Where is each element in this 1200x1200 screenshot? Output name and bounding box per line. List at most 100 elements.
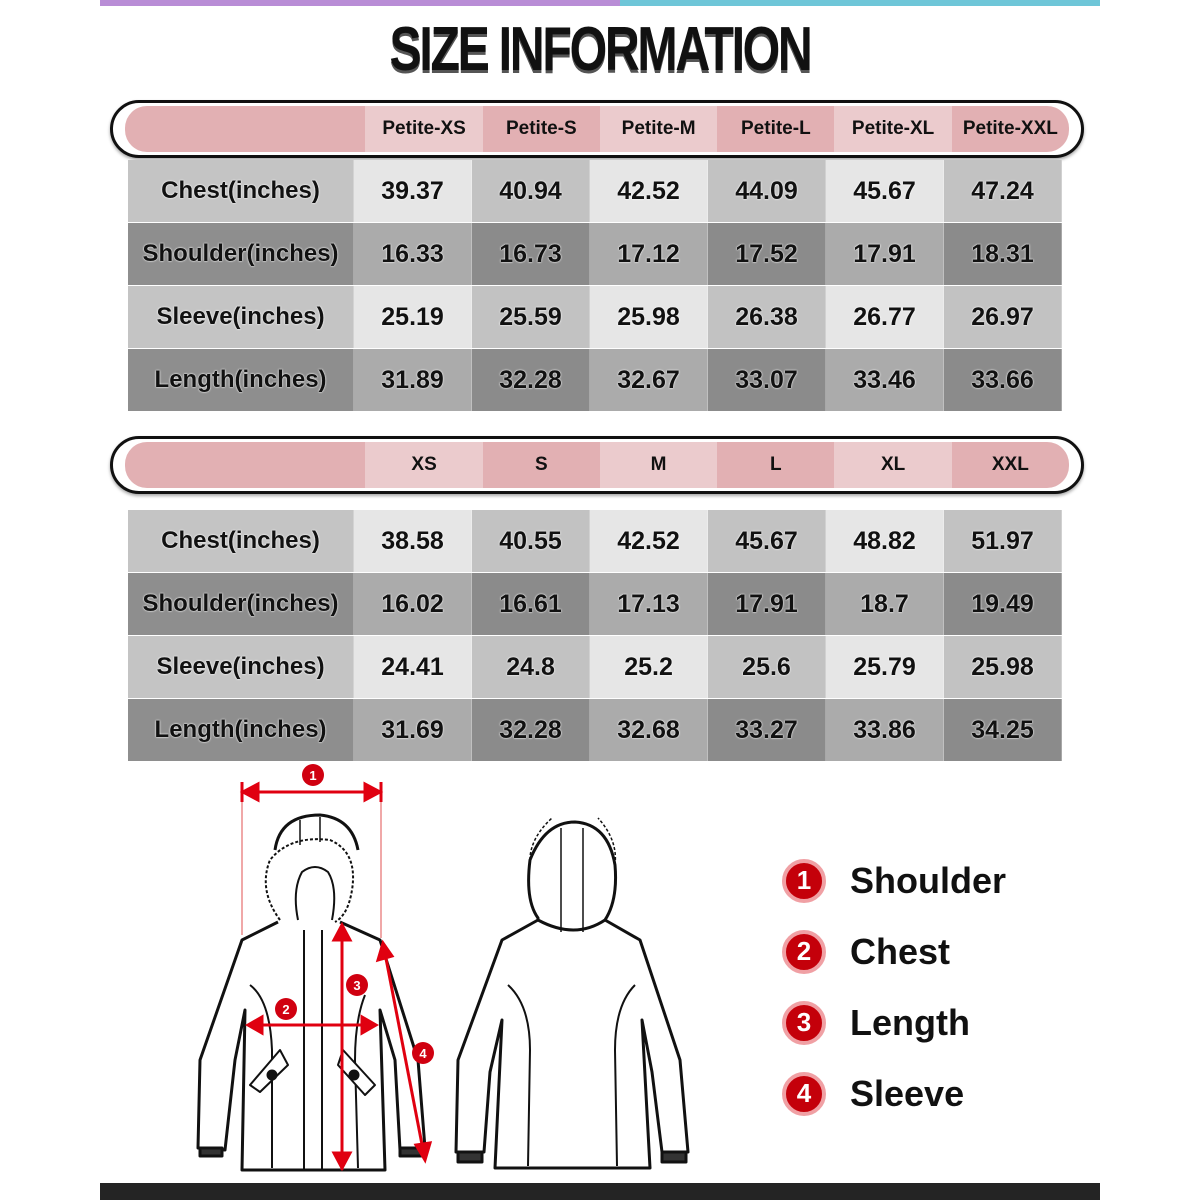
table-header-row: XS S M L XL XXL — [110, 436, 1084, 494]
svg-text:2: 2 — [282, 1002, 289, 1017]
cell-value: 25.79 — [826, 636, 944, 698]
cell-value: 25.2 — [590, 636, 709, 698]
cell-value: 33.07 — [708, 349, 826, 411]
cell-value: 25.6 — [708, 636, 826, 698]
page-title: SIZE INFORMATION — [389, 15, 812, 84]
cell-value: 33.86 — [826, 699, 944, 761]
header-size: Petite-S — [482, 106, 600, 152]
table-row: Length(inches) 31.69 32.28 32.68 33.27 3… — [128, 699, 1062, 762]
cell-value: 17.91 — [708, 573, 826, 635]
header-blank-cell — [125, 106, 366, 152]
cell-value: 16.73 — [472, 223, 591, 285]
legend-label: Shoulder — [850, 859, 1007, 901]
top-accent-bar-cyan — [620, 0, 1100, 6]
header-size: XL — [834, 442, 952, 488]
row-label: Chest(inches) — [128, 160, 355, 222]
cell-value: 51.97 — [943, 510, 1062, 572]
jacket-front-icon: 1 2 3 4 — [180, 760, 460, 1180]
legend-item-length: 3 Length — [782, 987, 1006, 1058]
svg-text:4: 4 — [419, 1046, 427, 1061]
cell-value: 34.25 — [943, 699, 1062, 761]
legend-item-shoulder: 1 Shoulder — [782, 845, 1006, 916]
cell-value: 32.68 — [590, 699, 709, 761]
cell-value: 40.55 — [472, 510, 591, 572]
cell-value: 33.27 — [708, 699, 826, 761]
svg-text:1: 1 — [309, 768, 316, 783]
cell-value: 17.91 — [826, 223, 944, 285]
table-row: Shoulder(inches) 16.02 16.61 17.13 17.91… — [128, 573, 1062, 636]
cell-value: 18.7 — [826, 573, 944, 635]
table-row: Chest(inches) 38.58 40.55 42.52 45.67 48… — [128, 510, 1062, 573]
row-label: Shoulder(inches) — [128, 223, 355, 285]
cell-value: 38.58 — [354, 510, 473, 572]
cell-value: 32.67 — [590, 349, 709, 411]
table-row: Shoulder(inches) 16.33 16.73 17.12 17.52… — [128, 223, 1062, 286]
number-badge-icon: 2 — [782, 929, 826, 974]
cell-value: 26.38 — [708, 286, 826, 348]
header-size: XS — [365, 442, 483, 488]
cell-value: 26.97 — [943, 286, 1062, 348]
cell-value: 45.67 — [826, 160, 944, 222]
cell-value: 31.89 — [354, 349, 473, 411]
cell-value: 44.09 — [708, 160, 826, 222]
legend-label: Length — [850, 1001, 970, 1043]
cell-value: 39.37 — [354, 160, 473, 222]
number-badge-icon: 1 — [782, 858, 826, 903]
row-label: Shoulder(inches) — [128, 573, 355, 635]
cell-value: 17.12 — [590, 223, 709, 285]
header-size: Petite-M — [599, 106, 718, 152]
cell-value: 24.41 — [354, 636, 473, 698]
cell-value: 16.33 — [354, 223, 473, 285]
header-size: Petite-XS — [365, 106, 483, 152]
number-badge-icon: 3 — [782, 1000, 826, 1045]
table-row: Sleeve(inches) 25.19 25.59 25.98 26.38 2… — [128, 286, 1062, 349]
cell-value: 26.77 — [826, 286, 944, 348]
header-size: Petite-XXL — [951, 106, 1069, 152]
jacket-back-icon — [440, 790, 700, 1180]
footer-bar — [100, 1183, 1100, 1200]
cell-value: 16.02 — [354, 573, 473, 635]
header-size: Petite-XL — [834, 106, 952, 152]
header-blank-cell — [125, 442, 366, 488]
cell-value: 24.8 — [472, 636, 591, 698]
table-row: Sleeve(inches) 24.41 24.8 25.2 25.6 25.7… — [128, 636, 1062, 699]
cell-value: 48.82 — [826, 510, 944, 572]
legend-label: Chest — [850, 930, 951, 972]
cell-value: 25.19 — [354, 286, 473, 348]
cell-value: 42.52 — [590, 160, 709, 222]
cell-value: 31.69 — [354, 699, 473, 761]
cell-value: 18.31 — [943, 223, 1062, 285]
header-size: S — [482, 442, 600, 488]
row-label: Sleeve(inches) — [128, 636, 355, 698]
table-row: Length(inches) 31.89 32.28 32.67 33.07 3… — [128, 349, 1062, 412]
cell-value: 33.46 — [826, 349, 944, 411]
cell-value: 25.98 — [590, 286, 709, 348]
top-accent-bar-purple — [100, 0, 620, 6]
header-size: L — [717, 442, 835, 488]
cell-value: 19.49 — [943, 573, 1062, 635]
row-label: Sleeve(inches) — [128, 286, 355, 348]
cell-value: 32.28 — [472, 699, 591, 761]
svg-text:3: 3 — [353, 978, 360, 993]
cell-value: 45.67 — [708, 510, 826, 572]
cell-value: 32.28 — [472, 349, 591, 411]
header-size: M — [599, 442, 718, 488]
number-badge-icon: 4 — [782, 1071, 826, 1116]
cell-value: 47.24 — [943, 160, 1062, 222]
cell-value: 33.66 — [943, 349, 1062, 411]
cell-value: 25.98 — [943, 636, 1062, 698]
row-label: Length(inches) — [128, 349, 355, 411]
legend-label: Sleeve — [850, 1072, 965, 1114]
legend-item-sleeve: 4 Sleeve — [782, 1058, 1006, 1129]
table-row: Chest(inches) 39.37 40.94 42.52 44.09 45… — [128, 160, 1062, 223]
table-header-row: Petite-XS Petite-S Petite-M Petite-L Pet… — [110, 100, 1084, 158]
measurement-legend: 1 Shoulder 2 Chest 3 Length 4 Sleeve — [782, 845, 1006, 1129]
header-size: XXL — [951, 442, 1069, 488]
cell-value: 17.52 — [708, 223, 826, 285]
cell-value: 16.61 — [472, 573, 591, 635]
row-label: Chest(inches) — [128, 510, 355, 572]
cell-value: 40.94 — [472, 160, 591, 222]
header-size: Petite-L — [717, 106, 835, 152]
cell-value: 17.13 — [590, 573, 709, 635]
row-label: Length(inches) — [128, 699, 355, 761]
